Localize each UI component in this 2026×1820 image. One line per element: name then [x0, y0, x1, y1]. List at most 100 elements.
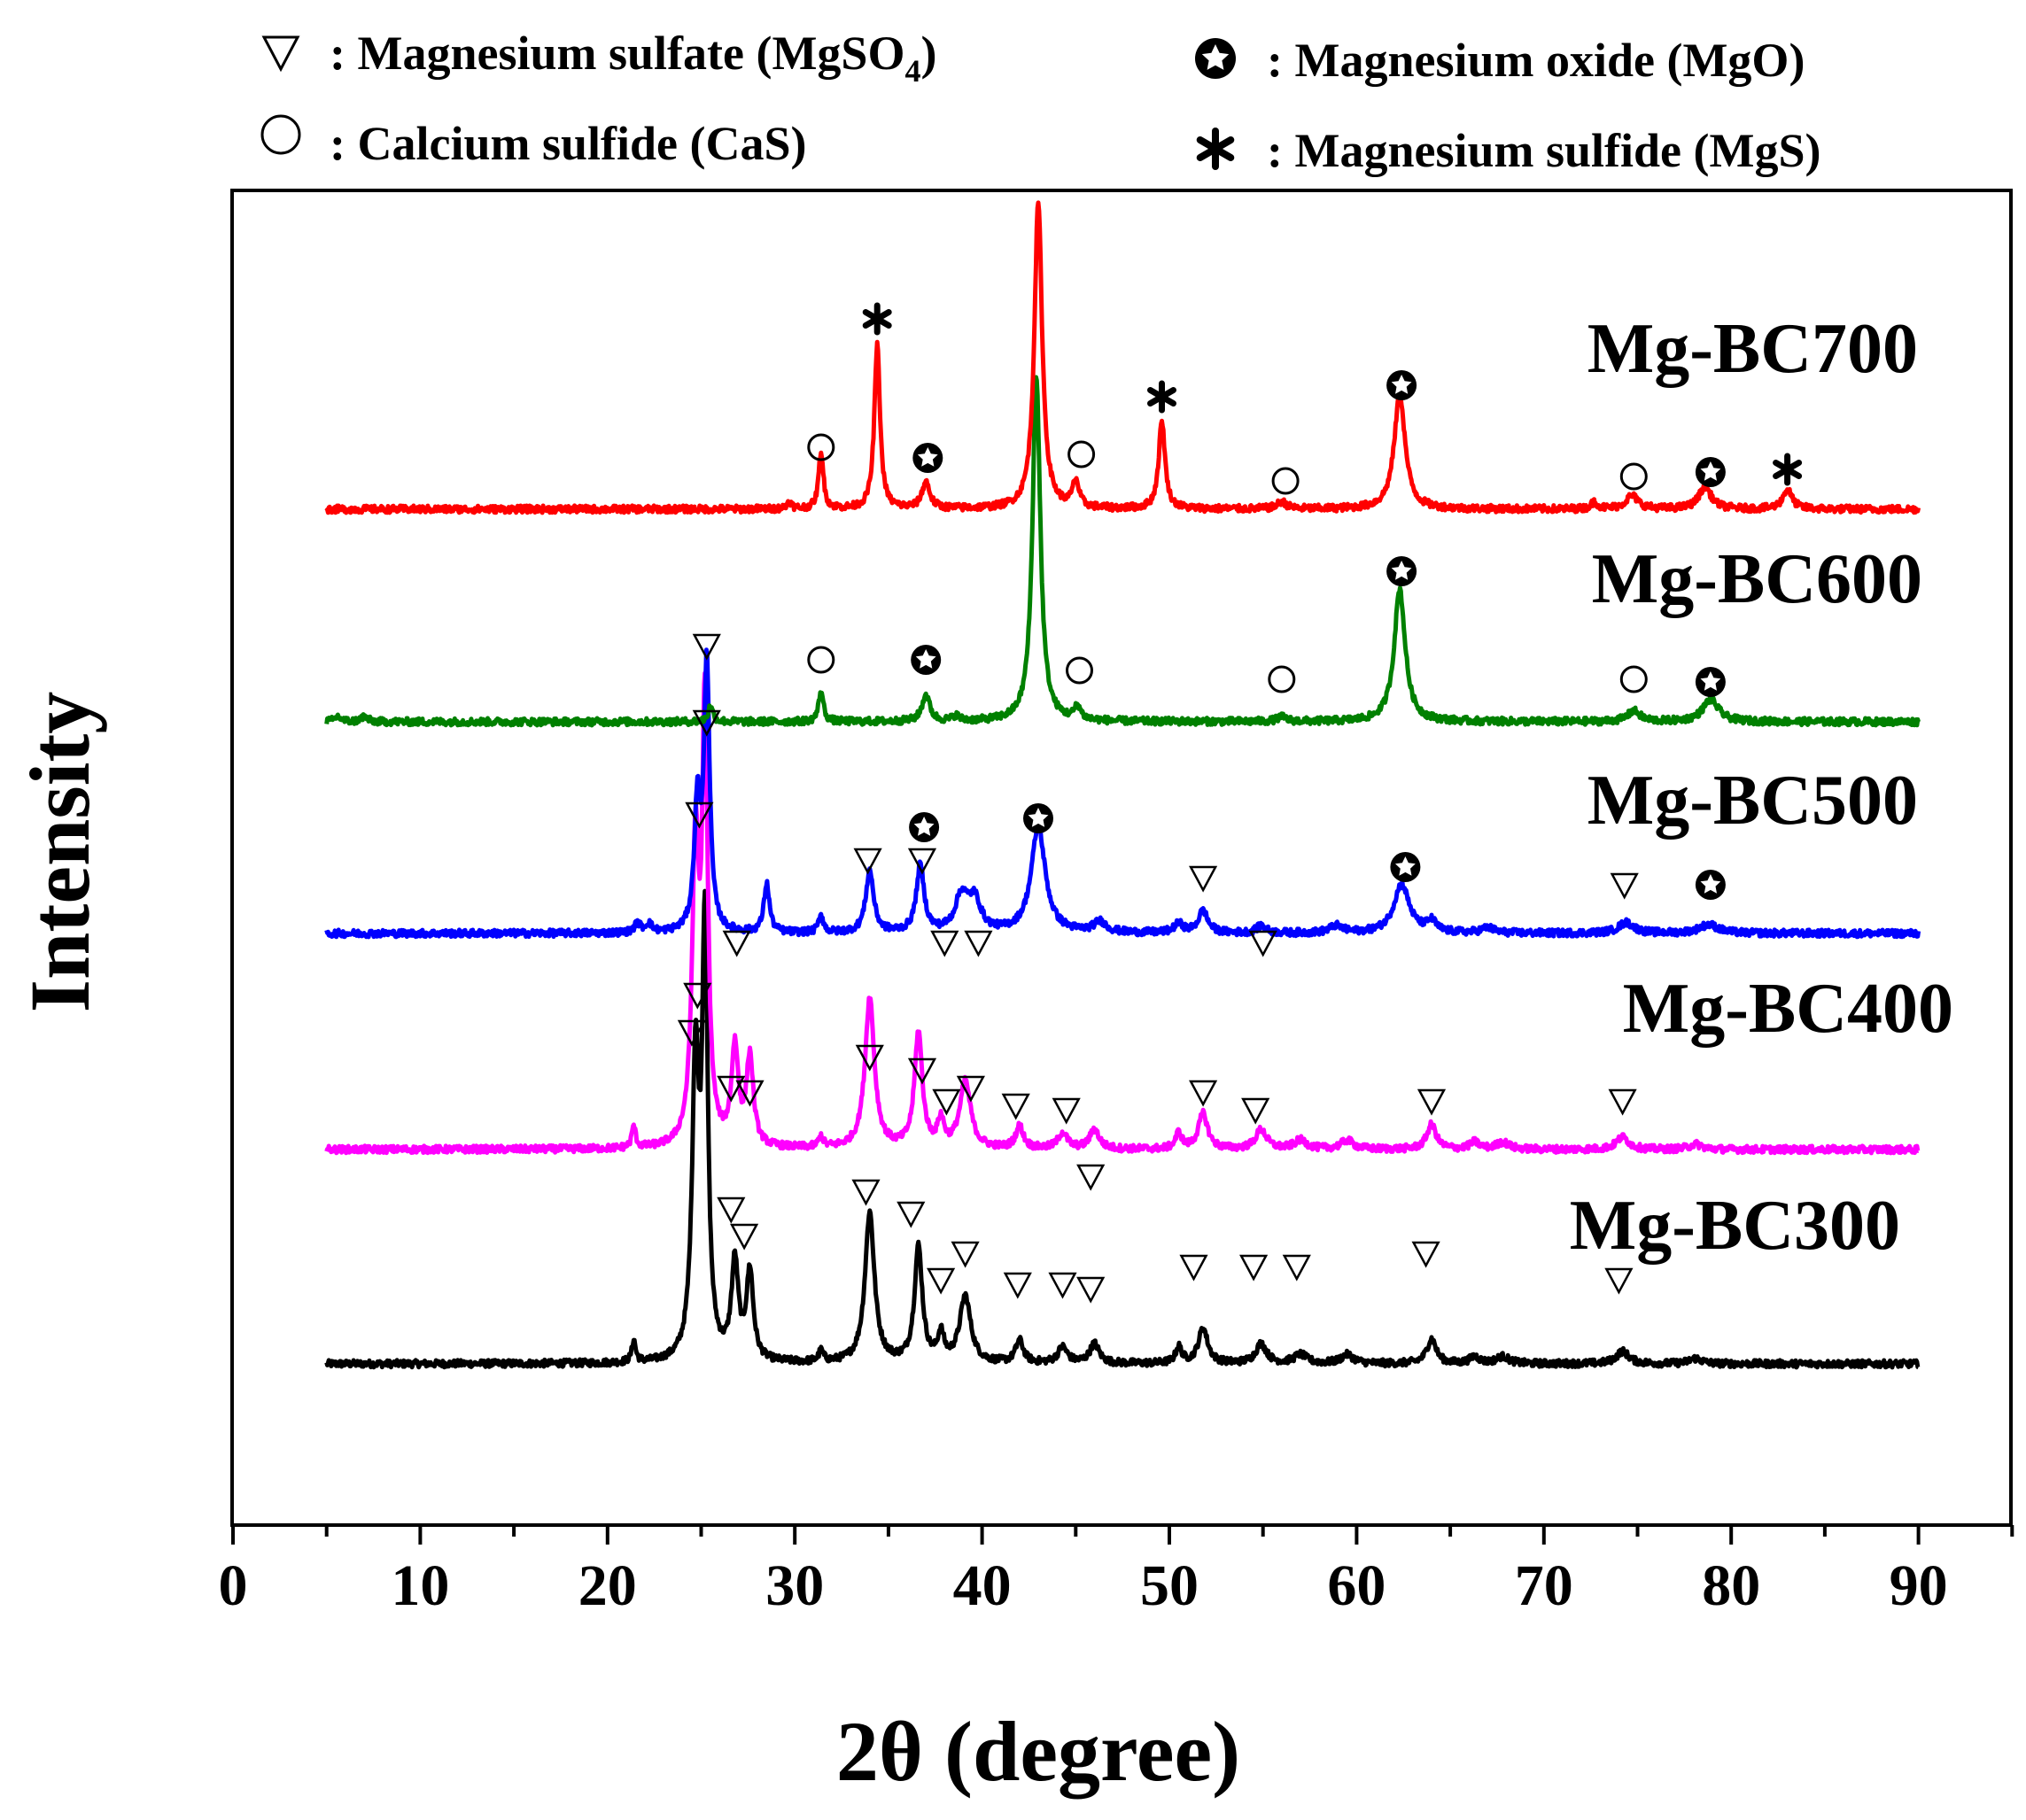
triangle-marker — [1003, 1272, 1032, 1299]
legend-label-magnesium-oxide: : Magnesium oxide (MgO) — [1267, 34, 1805, 87]
circle-marker-icon — [260, 114, 301, 155]
circle-marker — [807, 433, 835, 461]
star-marker — [1695, 667, 1726, 697]
circle-marker — [1066, 656, 1093, 685]
triangle-marker — [1001, 1093, 1030, 1120]
triangle-marker — [1417, 1088, 1447, 1116]
legend-label-magnesium-sulfate: : Magnesium sulfate (MgSO4) — [330, 27, 936, 89]
triangle-marker — [930, 930, 959, 957]
triangle-marker — [677, 1019, 706, 1047]
triangle-marker — [927, 1267, 956, 1295]
x-tick-label: 60 — [1327, 1553, 1386, 1618]
triangle-marker — [1411, 1241, 1440, 1268]
x-tick-label: 0 — [219, 1553, 248, 1618]
triangle-marker — [1189, 1080, 1218, 1107]
series-label-mg-bc300: Mg-BC300 — [1570, 1187, 1900, 1265]
triangle-marker — [1282, 1254, 1311, 1282]
triangle-marker — [717, 1075, 746, 1103]
series-label-mg-bc700: Mg-BC700 — [1587, 310, 1918, 388]
circle-marker — [1271, 467, 1300, 495]
triangle-marker — [851, 1179, 881, 1206]
triangle-marker — [907, 1057, 937, 1085]
x-tick-label: 50 — [1140, 1553, 1199, 1618]
star-marker — [909, 812, 940, 842]
x-tick-label: 30 — [765, 1553, 824, 1618]
series-line-mg-bc500 — [324, 647, 1921, 940]
triangle-marker — [855, 1044, 884, 1072]
star-marker — [1390, 852, 1421, 882]
star-marker — [1386, 556, 1417, 586]
legend-label-magnesium-sulfide: : Magnesium sulfide (MgS) — [1267, 124, 1820, 177]
circle-marker — [1268, 665, 1296, 693]
plot-frame — [230, 189, 2013, 1527]
triangle-marker — [1076, 1164, 1106, 1191]
triangle-marker — [1610, 872, 1639, 900]
triangle-marker — [1248, 930, 1277, 957]
legend-item-calcium-sulfide: : Calcium sulfide (CaS) — [260, 114, 807, 170]
circle-marker — [807, 646, 835, 674]
triangle-marker — [722, 930, 751, 957]
triangle-marker — [964, 930, 993, 957]
star-marker — [1695, 457, 1726, 487]
triangle-marker-icon — [261, 35, 300, 73]
triangle-marker — [1179, 1254, 1208, 1282]
triangle-marker — [1604, 1267, 1634, 1295]
star-marker — [912, 443, 943, 473]
series-line-mg-bc700 — [324, 200, 1921, 515]
asterisk-marker — [862, 302, 892, 336]
y-axis-title: Intensity — [12, 692, 107, 1013]
star-marker — [1386, 370, 1417, 400]
x-tick-label: 40 — [953, 1553, 1012, 1618]
star-marker-icon — [1195, 38, 1236, 79]
triangle-marker — [717, 1197, 746, 1224]
triangle-marker — [956, 1075, 985, 1103]
x-tick-label: 70 — [1515, 1553, 1573, 1618]
x-tick-label: 10 — [391, 1553, 449, 1618]
triangle-marker — [1189, 865, 1218, 893]
series-line-mg-bc600 — [324, 375, 1921, 728]
triangle-marker — [1241, 1097, 1270, 1125]
triangle-marker — [735, 1080, 765, 1107]
series-label-mg-bc500: Mg-BC500 — [1587, 762, 1918, 840]
triangle-marker — [907, 848, 937, 875]
triangle-marker — [692, 709, 721, 737]
series-line-mg-bc400 — [324, 670, 1921, 1156]
asterisk-marker-icon — [1196, 128, 1235, 170]
legend-item-magnesium-sulfide: : Magnesium sulfide (MgS) — [1196, 124, 1820, 177]
triangle-marker — [951, 1241, 980, 1268]
star-marker — [1023, 803, 1053, 833]
circle-marker — [1067, 440, 1096, 469]
series-line-mg-bc300 — [324, 888, 1921, 1370]
axes: 0 10 20 30 40 50 60 70 80 90 — [219, 189, 2014, 1618]
series-labels: Mg-BC300 Mg-BC400 Mg-BC500 Mg-BC600 Mg-BC700 — [1570, 310, 1953, 1265]
legend-label-calcium-sulfide: : Calcium sulfide (CaS) — [330, 117, 807, 170]
triangle-marker — [1076, 1276, 1106, 1304]
x-axis-title: 2θ (degree) — [836, 1704, 1240, 1799]
triangle-marker — [897, 1201, 926, 1228]
traces — [324, 200, 1921, 1370]
asterisk-marker — [1773, 453, 1803, 486]
legend: : Magnesium sulfate (MgSO4) : Calcium su… — [260, 27, 1820, 177]
triangle-marker — [730, 1223, 759, 1251]
triangle-marker — [853, 848, 882, 875]
phase-markers — [677, 302, 1803, 1304]
triangle-marker — [685, 802, 714, 829]
star-marker — [911, 645, 942, 675]
x-tick-label: 90 — [1890, 1553, 1948, 1618]
x-tick-label: 80 — [1702, 1553, 1760, 1618]
triangle-marker — [1239, 1254, 1269, 1282]
x-tick-label: 20 — [578, 1553, 637, 1618]
circle-marker — [1619, 665, 1648, 693]
triangle-marker — [1048, 1272, 1077, 1299]
star-marker — [1695, 870, 1726, 900]
series-label-mg-bc600: Mg-BC600 — [1592, 540, 1922, 618]
triangle-marker — [1608, 1088, 1637, 1116]
triangle-marker — [1052, 1097, 1081, 1125]
legend-item-magnesium-oxide: : Magnesium oxide (MgO) — [1195, 34, 1805, 87]
asterisk-marker — [1147, 380, 1176, 414]
triangle-marker — [683, 982, 712, 1010]
triangle-marker — [932, 1088, 961, 1116]
legend-item-magnesium-sulfate: : Magnesium sulfate (MgSO4) — [261, 27, 936, 89]
circle-marker — [1619, 462, 1648, 491]
